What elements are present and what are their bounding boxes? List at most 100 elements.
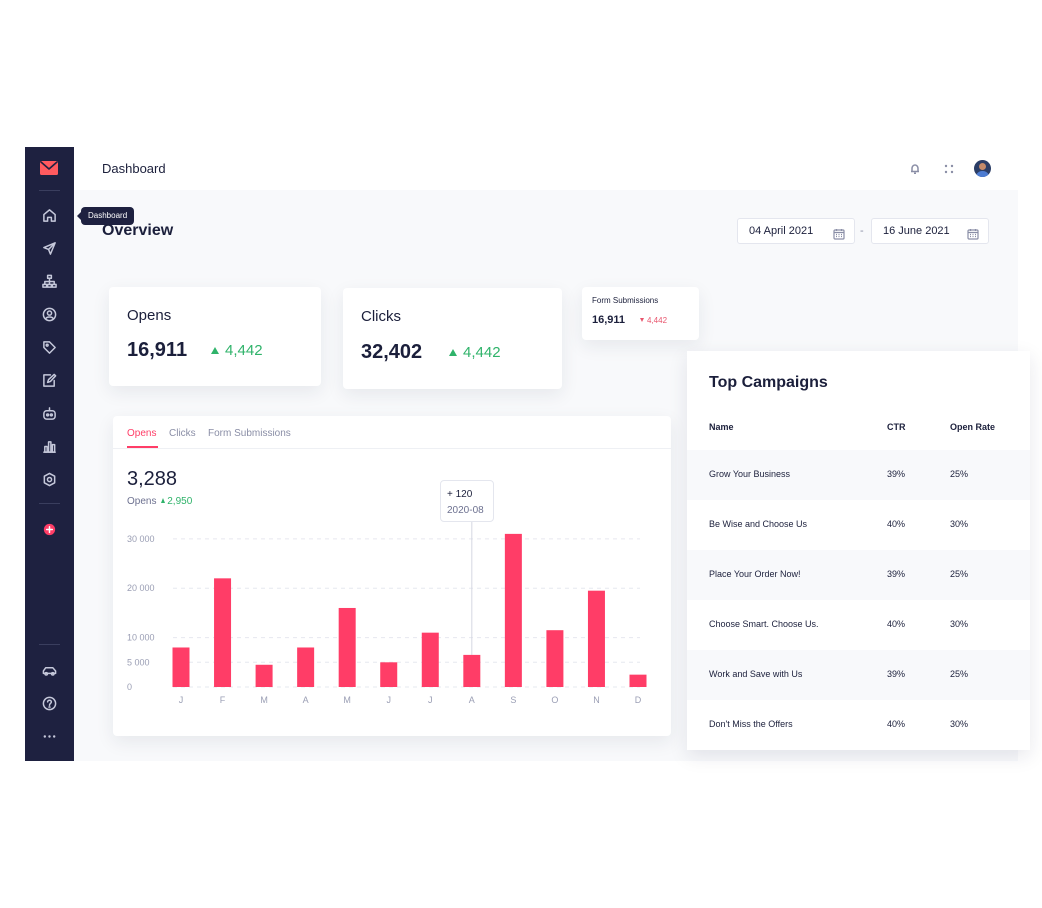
bar[interactable] [380,662,398,687]
x-tick-label: S [510,695,516,705]
bar[interactable] [338,607,356,687]
campaign-ctr: 39% [887,669,906,679]
bar[interactable] [172,647,190,687]
top-campaigns-panel: Top Campaigns Name CTR Open Rate Grow Yo… [687,351,1030,750]
campaign-ctr: 40% [887,519,906,529]
more-icon[interactable] [37,724,61,748]
add-icon[interactable] [37,517,61,541]
robot-icon[interactable] [37,401,61,425]
campaign-open-rate: 25% [950,669,969,679]
stat-delta: 4,442 [449,344,501,361]
sidebar-divider [39,644,60,645]
sidebar-divider [39,190,60,191]
help-icon[interactable] [37,691,61,715]
avatar-body [976,171,989,177]
bar[interactable] [546,630,564,687]
chart-subtitle: Opens 2,950 [127,496,192,507]
stat-label: Clicks [361,308,401,325]
x-tick-label: N [593,695,600,705]
home-icon[interactable] [37,203,61,227]
car-icon[interactable] [37,658,61,682]
bar[interactable] [297,647,315,687]
bar-chart-icon[interactable] [37,434,61,458]
stat-card-clicks: Clicks 32,402 4,442 [343,288,562,389]
bar[interactable] [504,533,522,687]
x-tick-label: O [551,695,558,705]
tab-form-submissions[interactable]: Form Submissions [208,428,291,439]
bar[interactable] [463,654,481,687]
apps-icon[interactable] [940,160,958,178]
avatar[interactable] [974,160,991,177]
x-tick-label: F [220,695,226,705]
page-title: Dashboard [102,161,166,176]
bar[interactable] [421,632,439,687]
campaign-ctr: 40% [887,719,906,729]
date-to-input[interactable]: 16 June 2021 [871,218,989,244]
column-header-open-rate[interactable]: Open Rate [950,422,996,432]
date-from-value: 04 April 2021 [749,225,814,237]
column-header-name[interactable]: Name [709,422,734,432]
date-from-input[interactable]: 04 April 2021 [737,218,855,244]
tooltip-date: 2020-08 [447,505,484,516]
bar[interactable] [587,590,605,687]
calendar-icon[interactable] [967,225,979,240]
column-header-ctr[interactable]: CTR [887,422,906,432]
calendar-icon[interactable] [833,225,845,240]
bar[interactable] [214,578,232,687]
campaigns-title: Top Campaigns [709,374,828,391]
stat-delta: 4,442 [640,316,667,325]
trend-up-icon [211,347,219,354]
x-tick-label: D [635,695,642,705]
campaign-ctr: 40% [887,619,906,629]
tab-clicks[interactable]: Clicks [169,428,196,439]
y-tick-label: 5 000 [127,657,150,667]
trend-up-icon [449,349,457,356]
campaign-name: Grow Your Business [709,469,791,479]
tab-opens[interactable]: Opens [127,428,157,439]
mail-logo-icon[interactable] [37,156,61,180]
stat-card-opens: Opens 16,911 4,442 [109,287,321,386]
bar[interactable] [629,674,647,687]
stat-value: 32,402 [361,341,423,363]
table-row[interactable]: Place Your Order Now! 39% 25% [687,550,1030,600]
y-tick-label: 10 000 [127,633,155,643]
settings-icon[interactable] [37,467,61,491]
bar[interactable] [255,664,273,687]
y-tick-label: 0 [127,682,132,692]
tag-icon[interactable] [37,335,61,359]
x-tick-label: A [303,695,309,705]
table-row[interactable]: Grow Your Business 39% 25% [687,450,1030,500]
stat-value: 16,911 [592,314,626,326]
x-tick-label: J [386,695,391,705]
stat-label: Opens [127,307,172,324]
campaign-ctr: 39% [887,569,906,579]
date-separator: - [860,225,864,237]
chart-card: Opens Clicks Form Submissions 3,288 Open… [113,416,671,736]
campaign-name: Be Wise and Choose Us [709,519,808,529]
table-row[interactable]: Be Wise and Choose Us 40% 30% [687,500,1030,550]
table-row[interactable]: Choose Smart. Choose Us. 40% 30% [687,600,1030,650]
campaign-name: Work and Save with Us [709,669,803,679]
overview-title: Overview [102,222,174,239]
campaign-open-rate: 30% [950,719,969,729]
table-row[interactable]: Work and Save with Us 39% 25% [687,650,1030,700]
campaign-name: Don't Miss the Offers [709,719,793,729]
sitemap-icon[interactable] [37,269,61,293]
stat-label: Form Submissions [592,296,659,305]
x-tick-label: M [260,695,268,705]
campaign-open-rate: 30% [950,619,969,629]
table-row[interactable]: Don't Miss the Offers 40% 30% [687,700,1030,750]
user-circle-icon[interactable] [37,302,61,326]
edit-icon[interactable] [37,368,61,392]
bell-icon[interactable] [906,160,924,178]
chart-sub-label: Opens [127,496,157,507]
stat-card-form-submissions: Form Submissions 16,911 4,442 [582,287,699,340]
sidebar-tooltip: Dashboard [76,207,135,225]
sidebar [25,147,74,761]
avatar-head [979,163,986,170]
trend-up-icon [161,498,166,503]
send-icon[interactable] [37,236,61,260]
tabs-divider [113,448,671,449]
x-tick-label: J [179,695,184,705]
stat-value: 16,911 [127,339,188,361]
